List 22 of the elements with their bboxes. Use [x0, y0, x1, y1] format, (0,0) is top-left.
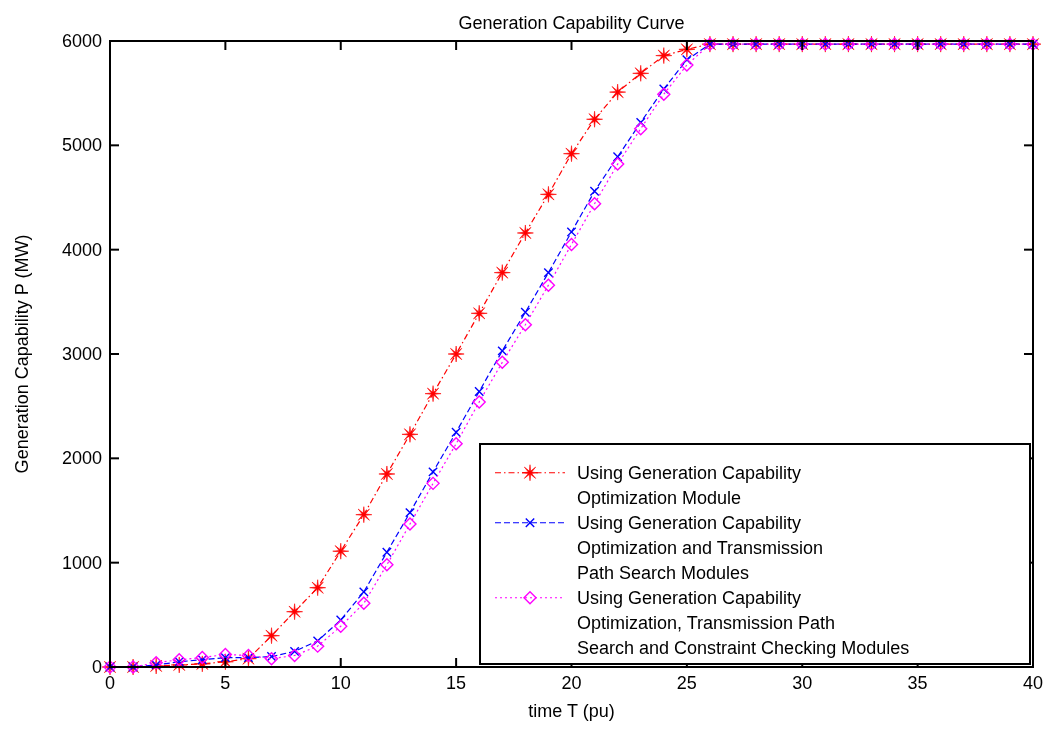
y-axis-title: Generation Capability P (MW): [12, 234, 32, 474]
legend-label: Using Generation Capability Optimization and Transmission Path Search Modules: [577, 513, 824, 583]
y-tick-label: 3000: [61, 344, 102, 364]
x-tick-label: 10: [330, 673, 351, 693]
x-tick-label: 5: [220, 673, 231, 693]
x-tick-label: 35: [907, 673, 928, 693]
x-tick-label: 40: [1022, 673, 1044, 693]
x-tick-label: 25: [676, 673, 697, 693]
chart-title: Generation Capability Curve: [458, 13, 685, 33]
x-tick-label: 30: [792, 673, 813, 693]
legend-label: Using Generation Capability Optimization, Transmission Path Search and Constraint Checking Modules: [577, 588, 910, 658]
y-tick-label: 4000: [61, 239, 102, 260]
legend-label: Using Generation Capability Optimization Module: [577, 463, 802, 508]
y-tick-label: 6000: [61, 31, 102, 51]
x-tick-label: 15: [446, 673, 467, 693]
y-tick-label: 1000: [61, 552, 102, 573]
y-tick-label: 5000: [61, 135, 102, 156]
x-tick-label: 0: [104, 673, 116, 693]
x-axis-title: time T (pu): [528, 701, 615, 721]
y-tick-label: 0: [91, 657, 102, 677]
x-tick-label: 20: [561, 673, 582, 693]
y-tick-label: 2000: [61, 448, 102, 469]
